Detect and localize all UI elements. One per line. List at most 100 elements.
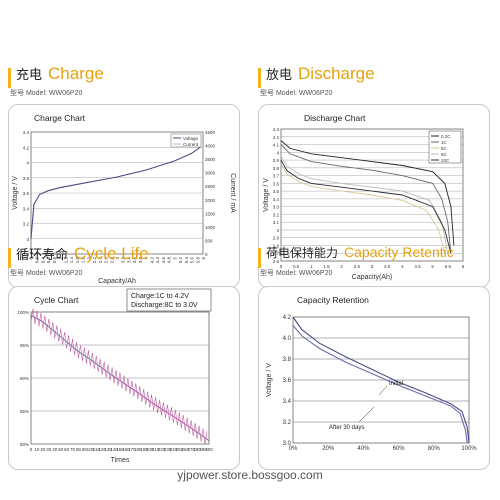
retention-title-zh: 荷电保持能力 — [266, 246, 339, 260]
series-line — [292, 325, 468, 444]
y-tick-label: 2.8 — [23, 252, 30, 257]
y-tick-label: 90% — [20, 376, 29, 381]
x-tick-label: 6 — [201, 257, 206, 260]
y-tick-label: 2.9 — [273, 236, 280, 241]
y-tick-label: 4.2 — [23, 145, 30, 150]
x-tick-label: 1 — [58, 257, 63, 260]
x-tick-label: 280 — [193, 447, 201, 452]
series-line — [292, 316, 470, 444]
y-tick-label: 3.6 — [23, 191, 30, 196]
x-tick-label: 4.6 — [161, 257, 166, 264]
y-tick-label: 80% — [20, 442, 29, 447]
annotation-box — [126, 288, 212, 312]
series-line — [30, 146, 201, 239]
series-line — [280, 144, 452, 254]
x-tick-label: 80 — [76, 447, 82, 452]
cycle-title-en: Cycle Life — [74, 244, 149, 263]
chart-title: Capacity Retention — [297, 295, 369, 305]
y2-tick-label: 0 — [205, 252, 208, 257]
y-tick-label: 3.4 — [273, 197, 280, 202]
y-tick-label: 3.8 — [23, 176, 30, 181]
y-tick-label: 3.3 — [273, 205, 280, 210]
legend-label: 10C — [441, 158, 450, 163]
x-tick-label: 180 — [134, 447, 142, 452]
legend-label: 0.2C — [441, 134, 451, 139]
x-tick-label: 2.5 — [354, 264, 361, 269]
retention-chart-frame: Capacity Retention 3.0 3.2 3.4 3.6 3.8 4.0 4.2 0… — [258, 286, 490, 470]
y-tick-label: 3.6 — [283, 378, 292, 384]
discharge-panel: 放电 Discharge 型号 Model: WW06P20 Discharge … — [258, 62, 490, 288]
y-tick-label: 3.2 — [23, 222, 30, 227]
x-tick-label: 20 — [40, 447, 46, 452]
y-tick-label: 3.8 — [283, 357, 292, 363]
x-tick-label: 5.5 — [445, 264, 452, 269]
accent-bar — [8, 248, 11, 268]
x-tick-label: 5 — [172, 257, 177, 260]
y-axis-label: Voltage / V — [263, 178, 270, 212]
x-tick-label: 2 — [340, 264, 343, 269]
chart-title: Discharge Chart — [304, 113, 366, 123]
x-tick-label: 110 — [93, 447, 101, 452]
x-tick-label: 4.4 — [155, 257, 160, 264]
y-tick-label: 3.5 — [273, 189, 280, 194]
x-tick-label: 140 — [110, 447, 118, 452]
x-tick-label: 170 — [128, 447, 136, 452]
cycle-title-zh: 循环寿命 — [16, 248, 69, 263]
charge-title-en: Charge — [48, 64, 104, 83]
cycle-panel: 循环寿命 Cycle Life 型号 Model: WW06P20 Cycle C… — [8, 242, 240, 470]
x-axis-label: Capacity(Ah) — [352, 274, 392, 281]
x-tick-label: 4.8 — [167, 257, 172, 264]
plot-area — [280, 128, 464, 262]
y-tick-label: 2.7 — [273, 251, 280, 256]
x-tick-label: 3.8 — [138, 257, 143, 264]
x-tick-label: 2 — [86, 257, 91, 260]
y2-axis-label: Current / mA — [229, 173, 236, 213]
x-tick-label: 0 — [280, 264, 283, 269]
accent-bar — [258, 68, 261, 88]
watermark-text: yjpower.store.bossgoo.com — [177, 468, 323, 482]
y2-tick-label: 500 — [205, 238, 213, 243]
x-tick-label: 0.5 — [293, 264, 300, 269]
x-tick-label: 2.8 — [109, 257, 114, 264]
x-tick-label: 1.6 — [75, 257, 80, 264]
x-tick-label: 4.2 — [149, 257, 154, 264]
x-tick-label: 260 — [182, 447, 190, 452]
x-tick-label: 90 — [82, 447, 88, 452]
y-tick-label: 3.8 — [273, 166, 280, 171]
y-tick-label: 4.0 — [283, 336, 292, 342]
x-tick-label: 3.2 — [121, 257, 126, 264]
y2-tick-label: 1000 — [205, 225, 216, 230]
y-tick-label: 4.2 — [273, 135, 280, 140]
series-line — [280, 163, 446, 254]
legend-label: 8C — [441, 152, 448, 157]
x-tick-label: 100 — [87, 447, 95, 452]
x-tick-label: 60 — [64, 447, 70, 452]
x-tick-label: 190 — [140, 447, 148, 452]
annotation-leader — [358, 406, 375, 423]
charge-title-zh: 充电 — [16, 68, 43, 83]
x-tick-label: 200 — [146, 447, 154, 452]
x-tick-label: 1.4 — [69, 257, 74, 264]
legend-label: 1C — [441, 140, 448, 145]
x-tick-label: 80% — [428, 446, 441, 452]
retention-title-en: Capacity Retentic — [344, 244, 454, 260]
y-tick-label: 3.2 — [283, 420, 292, 426]
retention-model: 型号 Model: WW06P20 — [260, 270, 333, 277]
charge-model: 型号 Model: WW06P20 — [10, 90, 83, 97]
series-line-noise — [30, 308, 208, 445]
y2-tick-label: 4500 — [205, 130, 216, 135]
y-tick-label: 4 — [26, 161, 29, 166]
x-axis-label: Capacity/Ah — [98, 278, 136, 285]
y-tick-label: 4.2 — [283, 315, 292, 321]
x-tick-label: 5.8 — [195, 257, 200, 264]
retention-chart: Capacity Retention 3.0 3.2 3.4 3.6 3.8 4.0 4.2 0… — [266, 295, 477, 452]
y-tick-label: 3.7 — [273, 174, 280, 179]
y-tick-label: 85% — [20, 409, 29, 414]
y-tick-label: 3.9 — [273, 158, 280, 163]
x-tick-label: 3 — [371, 264, 374, 269]
charge-header: 充电 Charge 型号 Model: WW06P20 — [8, 62, 238, 97]
legend-label: Voltage — [183, 136, 199, 141]
x-tick-label: 130 — [104, 447, 112, 452]
x-tick-label: 0.2 — [35, 257, 40, 264]
